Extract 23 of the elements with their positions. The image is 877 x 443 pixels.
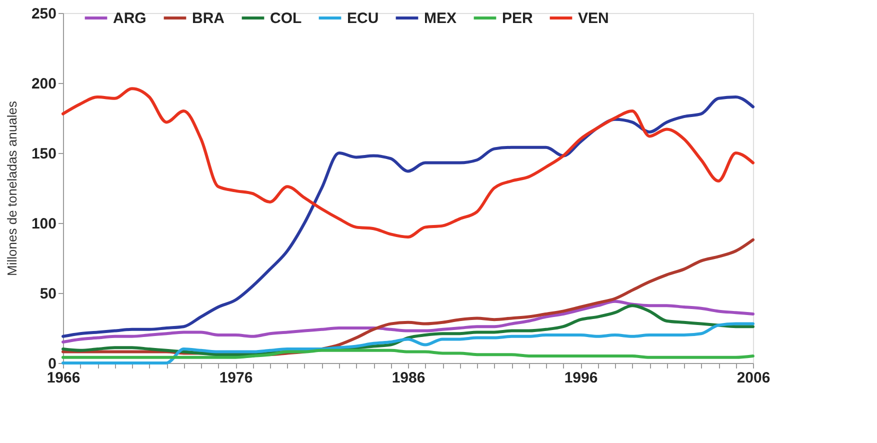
x-tick-label: 1966 — [46, 370, 80, 386]
line-series — [62, 348, 754, 359]
y-tick-label: 200 — [31, 76, 56, 92]
y-tick-label: 100 — [31, 216, 56, 232]
x-tick-label: 1986 — [392, 370, 426, 386]
legend-label: ECU — [347, 10, 379, 27]
legend-label: ARG — [113, 10, 146, 27]
y-tick-label: 0 — [48, 356, 56, 372]
x-tick-label: 1996 — [564, 370, 598, 386]
legend-label: PER — [502, 10, 534, 27]
y-tick-label: 150 — [31, 146, 56, 162]
line-series — [62, 87, 754, 238]
x-tick-label: 1976 — [219, 370, 253, 386]
x-tick-label: 2006 — [736, 370, 770, 386]
legend-label: BRA — [192, 10, 225, 27]
line-series — [62, 300, 754, 344]
y-axis-title: Millones de toneladas anuales — [4, 100, 20, 276]
y-tick-label: 250 — [31, 6, 56, 22]
line-series — [62, 96, 754, 338]
y-tick-label: 50 — [40, 286, 56, 302]
legend-label: VEN — [578, 10, 609, 27]
legend-label: COL — [270, 10, 302, 27]
legend-label: MEX — [424, 10, 457, 27]
